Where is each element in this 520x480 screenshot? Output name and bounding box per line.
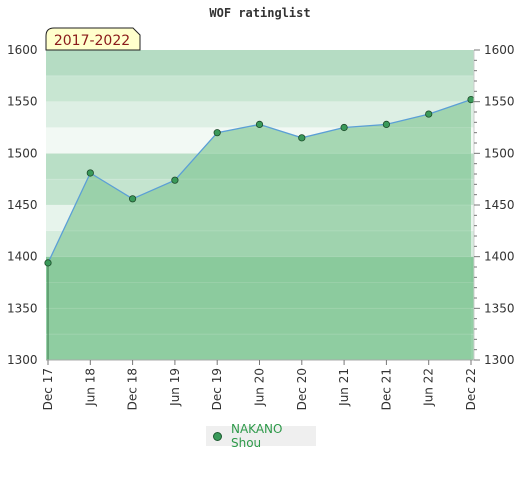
data-point <box>213 129 221 137</box>
x-tick-label: Dec 19 <box>210 368 224 410</box>
x-tick-label: Jun 19 <box>168 368 182 407</box>
data-point <box>255 120 264 129</box>
y-tick-label-left: 1500 <box>7 146 38 160</box>
y-tick-label-right: 1350 <box>484 301 515 315</box>
background-band <box>46 75 474 102</box>
y-tick-label-left: 1550 <box>7 95 38 109</box>
area-layer <box>48 99 471 360</box>
data-point <box>382 120 390 129</box>
x-tick-label: Jun 21 <box>337 368 351 407</box>
x-tick-label: Dec 20 <box>295 368 309 410</box>
data-point <box>86 169 94 177</box>
y-tick-label-right: 1500 <box>484 146 515 160</box>
y-tick-label-right: 1450 <box>484 198 515 212</box>
y-tick-label-left: 1600 <box>7 43 38 57</box>
y-tick-label-right: 1600 <box>484 43 515 57</box>
y-tick-label-left: 1400 <box>7 250 38 264</box>
y-tick-label-right: 1300 <box>484 353 515 367</box>
chart-title: WOF ratinglist <box>209 6 310 20</box>
period-badge-label: 2017-2022 <box>54 33 130 49</box>
y-tick-label-left: 1300 <box>7 353 38 367</box>
x-tick-label: Jun 18 <box>83 368 97 407</box>
data-point <box>171 176 179 184</box>
data-point <box>425 110 433 118</box>
y-tick-label-left: 1350 <box>7 301 38 315</box>
x-tick-label: Dec 22 <box>464 368 478 410</box>
x-tick-label: Dec 21 <box>379 368 393 410</box>
period-badge: 2017-2022 <box>45 27 141 51</box>
legend[interactable]: NAKANO Shou <box>206 422 316 450</box>
x-tick-label: Dec 17 <box>41 368 55 410</box>
axis-layer: 1300 1300 1350 1350 1400 1400 1450 1450 1500 1500… <box>7 43 515 410</box>
legend-label: NAKANO Shou <box>230 422 283 450</box>
data-point <box>340 123 348 132</box>
data-point <box>129 195 137 203</box>
x-tick-label: Dec 18 <box>126 368 140 410</box>
series-area <box>48 99 471 360</box>
data-point <box>44 259 52 267</box>
data-point <box>467 96 475 104</box>
y-tick-label-right: 1400 <box>484 250 515 264</box>
legend-marker-icon <box>213 431 222 441</box>
background-band <box>46 50 474 76</box>
x-tick-label: Jun 22 <box>422 368 436 407</box>
data-point <box>298 134 306 142</box>
y-tick-label-left: 1450 <box>7 198 38 212</box>
point-layer <box>44 96 475 267</box>
y-tick-label-right: 1550 <box>484 95 515 109</box>
x-tick-label: Jun 20 <box>253 368 267 407</box>
